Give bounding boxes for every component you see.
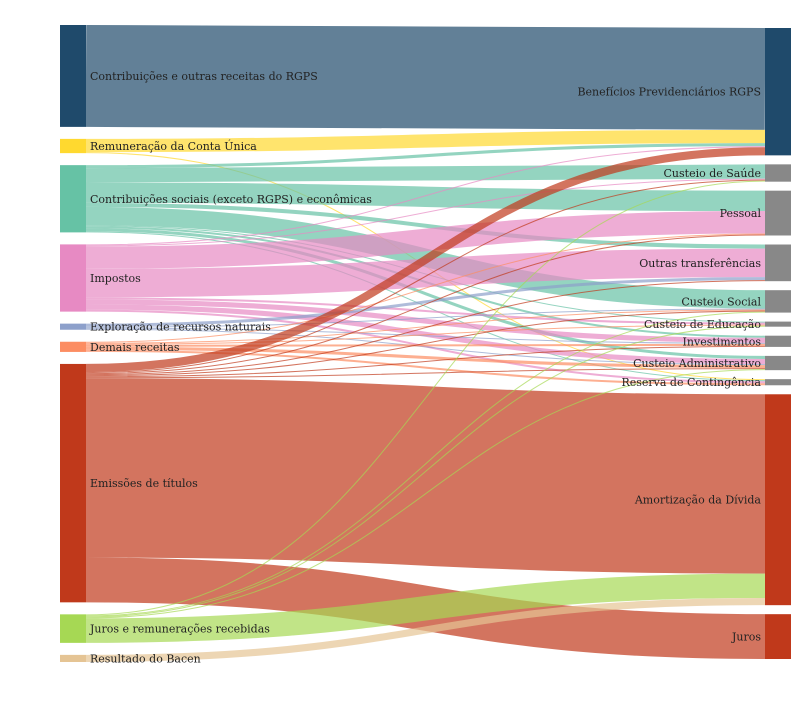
link-impostos-to-beneficios[interactable] — [85, 146, 766, 246]
node-juros_rec[interactable] — [60, 614, 86, 643]
link-demais-to-educacao[interactable] — [85, 324, 766, 345]
link-emissoes-to-beneficios[interactable] — [85, 147, 766, 373]
node-educacao[interactable] — [765, 321, 791, 327]
node-label-admin: Custeio Administrativo — [633, 357, 761, 370]
labels-layer: Contribuições e outras receitas do RGPS R… — [89, 70, 761, 665]
node-admin[interactable] — [765, 355, 791, 371]
link-contrib-to-admin[interactable] — [85, 228, 766, 359]
link-demais-to-pessoal[interactable] — [85, 233, 766, 343]
link-explor-to-social[interactable] — [85, 308, 766, 328]
node-label-conta: Remuneração da Conta Única — [90, 139, 257, 153]
node-contrib[interactable] — [60, 165, 86, 233]
link-emissoes-to-outras[interactable] — [85, 280, 766, 376]
node-label-beneficios: Benefícios Previdenciários RGPS — [577, 86, 761, 99]
node-impostos[interactable] — [60, 244, 86, 312]
node-label-bacen: Resultado do Bacen — [90, 652, 201, 665]
node-label-outras: Outras transferências — [639, 257, 761, 270]
node-label-rgps: Contribuições e outras receitas do RGPS — [90, 70, 318, 83]
node-label-pessoal: Pessoal — [720, 207, 762, 220]
link-juros_rec-to-saude[interactable] — [85, 180, 766, 616]
node-outras[interactable] — [765, 244, 791, 282]
link-demais-to-admin[interactable] — [85, 346, 766, 369]
node-label-juros: Juros — [731, 631, 761, 644]
node-label-demais: Demais receitas — [90, 341, 180, 354]
link-impostos-to-pessoal[interactable] — [85, 211, 766, 269]
node-label-emissoes: Emissões de títulos — [90, 477, 198, 490]
node-label-amort: Amortização da Dívida — [634, 494, 762, 507]
link-emissoes-to-amort[interactable] — [85, 378, 766, 574]
link-emissoes-to-pessoal[interactable] — [85, 234, 766, 375]
nodes-layer — [60, 25, 791, 662]
link-juros_rec-to-amort[interactable] — [85, 573, 766, 643]
link-juros_rec-to-social[interactable] — [85, 311, 766, 617]
link-impostos-to-saude[interactable] — [85, 178, 766, 247]
link-emissoes-to-invest[interactable] — [85, 345, 766, 378]
link-juros_rec-to-educacao[interactable] — [85, 325, 766, 618]
link-demais-to-invest[interactable] — [85, 343, 766, 347]
link-emissoes-to-social[interactable] — [85, 310, 766, 377]
node-demais[interactable] — [60, 341, 86, 352]
link-rgps-to-beneficios[interactable] — [85, 25, 766, 130]
link-conta-to-beneficios[interactable] — [85, 129, 766, 153]
link-bacen-to-amort[interactable] — [85, 598, 766, 662]
node-saude[interactable] — [765, 164, 791, 182]
node-conta[interactable] — [60, 138, 86, 154]
link-impostos-to-outras[interactable] — [85, 248, 766, 298]
node-label-contrib: Contribuições sociais (exceto RGPS) e ec… — [90, 193, 372, 206]
link-explor-to-outras[interactable] — [85, 277, 766, 327]
links-layer — [85, 25, 766, 662]
node-invest[interactable] — [765, 335, 791, 347]
link-impostos-to-invest[interactable] — [85, 299, 766, 343]
link-contrib-to-beneficios[interactable] — [85, 143, 766, 169]
node-label-invest: Investimentos — [683, 335, 762, 348]
node-label-impostos: Impostos — [90, 272, 141, 285]
node-label-saude: Custeio de Saúde — [664, 167, 762, 180]
node-beneficios[interactable] — [765, 28, 791, 156]
link-juros_rec-to-admin[interactable] — [85, 369, 766, 619]
link-contrib-to-outras[interactable] — [85, 202, 766, 249]
node-label-reserva: Reserva de Contingência — [621, 376, 761, 389]
link-contrib-to-reserva[interactable] — [85, 231, 766, 382]
node-pessoal[interactable] — [765, 190, 791, 236]
node-label-juros_rec: Juros e remunerações recebidas — [89, 623, 270, 636]
link-explor-to-admin[interactable] — [85, 328, 766, 366]
link-contrib-to-saude[interactable] — [85, 164, 766, 183]
link-emissoes-to-saude[interactable] — [85, 179, 766, 374]
link-contrib-to-pessoal[interactable] — [85, 182, 766, 212]
node-label-social: Custeio Social — [681, 295, 761, 308]
node-bacen[interactable] — [60, 654, 86, 662]
node-amort[interactable] — [765, 394, 791, 606]
link-impostos-to-educacao[interactable] — [85, 297, 766, 325]
node-label-explor: Exploração de recursos naturais — [90, 321, 271, 334]
node-rgps[interactable] — [60, 25, 86, 127]
node-emissoes[interactable] — [60, 363, 86, 603]
node-social[interactable] — [765, 290, 791, 313]
node-explor[interactable] — [60, 323, 86, 330]
link-emissoes-to-admin[interactable] — [85, 368, 766, 379]
node-label-educacao: Custeio de Educação — [644, 318, 761, 331]
node-reserva[interactable] — [765, 379, 791, 386]
link-demais-to-social[interactable] — [85, 309, 766, 344]
node-juros[interactable] — [765, 614, 791, 659]
